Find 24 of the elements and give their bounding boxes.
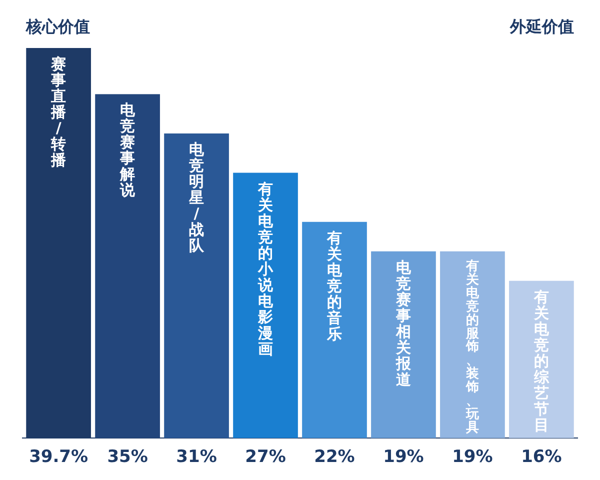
bar: [302, 222, 367, 438]
x-tick-label: 电竞赛事相关报道: [394, 258, 412, 388]
category-label: 有关电竞的综艺节目: [534, 288, 549, 434]
data-label: 35%: [107, 447, 148, 467]
x-tick-label: 电竞赛事解说: [119, 101, 136, 200]
category-label: 有关电竞的服饰、装饰、玩具: [466, 259, 479, 436]
data-label: 31%: [176, 447, 217, 467]
category-label: 有关电竞的小说电影漫画: [258, 180, 274, 358]
x-tick-label: 赛事直播/转播: [50, 55, 68, 169]
text: 外延价值: [509, 17, 574, 36]
bar: [164, 133, 229, 438]
data-label: 39.7%: [29, 447, 88, 467]
bar: [233, 172, 298, 438]
x-tick-label: 电竞明星/战队: [188, 140, 206, 254]
x-tick-label: 有关电竞的音乐: [326, 228, 343, 343]
bar: [371, 251, 436, 438]
bar: [440, 251, 505, 438]
bar: [95, 94, 160, 438]
data-label: 27%: [245, 447, 286, 467]
data-label: 16%: [521, 447, 562, 467]
data-label: 19%: [383, 447, 424, 467]
data-label: 22%: [314, 447, 355, 467]
text: 核心价值: [25, 17, 90, 36]
data-label: 19%: [452, 447, 493, 467]
